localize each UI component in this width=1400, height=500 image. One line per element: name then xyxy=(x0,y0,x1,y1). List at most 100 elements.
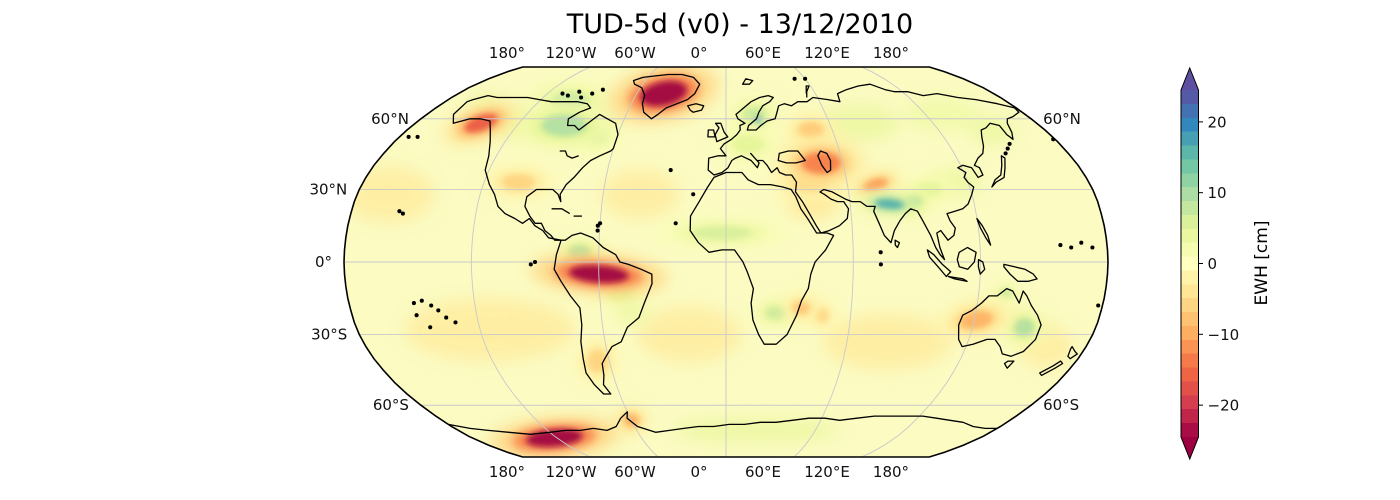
island-dot xyxy=(397,209,402,214)
meridian--60 xyxy=(598,66,659,458)
latitude-label-right: 60°S xyxy=(1043,396,1079,414)
longitude-label-top: 60°E xyxy=(745,44,781,62)
coastline-eurasia xyxy=(707,83,1020,261)
anomaly-baltic-spot xyxy=(753,113,764,127)
anomaly-north-atlantic-ocean xyxy=(600,170,680,219)
longitude-label-top: 0° xyxy=(690,44,707,62)
anomaly-south-indian-ocean xyxy=(822,314,952,370)
colorbar-tick-label: −20 xyxy=(1208,397,1240,415)
longitude-label-bottom: 60°W xyxy=(614,463,656,481)
island-dot xyxy=(444,315,449,320)
anomaly-sahel-band xyxy=(653,218,790,248)
coastline-iceland xyxy=(687,103,705,113)
longitude-label-bottom: 0° xyxy=(690,463,707,481)
anomaly-mozambique xyxy=(781,292,821,323)
coastline-sulawesi xyxy=(977,258,986,275)
island-dot xyxy=(598,221,603,226)
longitude-label-bottom: 180° xyxy=(873,463,909,481)
longitude-label-bottom: 120°W xyxy=(546,463,597,481)
colorbar-tick-label: 10 xyxy=(1208,184,1227,202)
island-dot xyxy=(436,308,441,313)
coastline-great-lakes xyxy=(559,150,579,159)
longitude-label-bottom: 180° xyxy=(489,463,525,481)
coastline-philippines xyxy=(976,217,992,246)
coastline-africa xyxy=(689,171,835,345)
island-dot xyxy=(1005,146,1010,151)
latitude-label-left: 60°N xyxy=(371,110,409,128)
coastline-australia xyxy=(957,287,1042,357)
island-dot xyxy=(878,262,883,267)
longitude-label-top: 120°E xyxy=(804,44,850,62)
gridlines xyxy=(344,66,1108,458)
coastline-svalbard xyxy=(741,78,754,85)
colorbar: 20 10 0 −10 −20 xyxy=(1180,66,1240,461)
island-dot xyxy=(1096,303,1101,308)
map-boundary xyxy=(343,66,1109,458)
island-dot xyxy=(595,228,600,233)
coastline-antarctica xyxy=(448,411,997,435)
longitude-label-top: 180° xyxy=(489,44,525,62)
latitude-label-right: 60°N xyxy=(1043,110,1081,128)
latitude-label-left: 60°S xyxy=(373,396,409,414)
island-dot xyxy=(1003,151,1008,156)
island-dot xyxy=(419,298,424,303)
island-dot xyxy=(577,89,582,94)
latitude-label-left: 30°S xyxy=(311,326,347,344)
colorbar-tick-label: 20 xyxy=(1208,113,1227,131)
island-dot xyxy=(590,91,595,96)
coastline-ireland xyxy=(707,129,716,138)
meridian-60 xyxy=(793,66,854,458)
island-dot xyxy=(532,259,538,265)
coastline-new-zealand-south xyxy=(1039,360,1064,377)
latitude-label-left: 30°N xyxy=(309,180,347,198)
anomaly-australia-west xyxy=(938,299,1014,341)
coastline-britain xyxy=(714,122,729,143)
island-dot xyxy=(595,223,600,228)
coastline-caspian-sea xyxy=(817,150,832,174)
island-dot xyxy=(803,76,808,81)
island-dot xyxy=(414,313,419,318)
coastlines xyxy=(397,73,1101,435)
anomaly-hudson-bay-west xyxy=(512,100,617,151)
anomaly-argentina xyxy=(575,336,620,387)
island-dot xyxy=(415,134,420,139)
island-dot xyxy=(878,250,883,255)
island-dot xyxy=(528,262,533,267)
island-dot xyxy=(428,325,433,330)
island-dot xyxy=(579,95,584,100)
meridian-120 xyxy=(861,66,982,458)
island-dot xyxy=(400,211,405,216)
coastline-novaya-zemlya xyxy=(805,85,810,98)
coastline-japan xyxy=(991,155,1006,188)
longitude-label-top: 180° xyxy=(873,44,909,62)
coastline-borneo xyxy=(956,246,977,270)
coastline-greenland xyxy=(632,73,701,120)
anomaly-us-southwest xyxy=(481,164,556,200)
island-dot xyxy=(668,168,673,173)
island-dot xyxy=(1079,240,1084,245)
island-dot xyxy=(406,134,411,139)
colorbar-tick-label: 0 xyxy=(1208,255,1218,273)
longitude-label-top: 60°W xyxy=(614,44,656,62)
longitude-label-bottom: 60°E xyxy=(745,463,781,481)
colorbar-outline xyxy=(1180,66,1199,461)
anomaly-kamchatka-okhotsk xyxy=(969,116,1015,144)
anomaly-south-pacific-ocean xyxy=(405,298,576,361)
island-dot xyxy=(565,93,570,98)
latitude-label-left: 0° xyxy=(315,253,332,271)
colorbar-tick-label: −10 xyxy=(1208,326,1240,344)
anomaly-east-antarctica xyxy=(672,418,839,443)
island-dot xyxy=(673,221,678,226)
colorbar-arrow-down xyxy=(1181,437,1199,459)
island-dot xyxy=(691,192,696,197)
island-dot xyxy=(1069,245,1074,250)
coastline-black-sea xyxy=(777,150,806,164)
island-dot xyxy=(1007,141,1012,146)
meridian--120 xyxy=(470,66,591,458)
anomaly-north-india xyxy=(856,192,923,216)
coastline-java xyxy=(947,275,968,282)
coastline-new-zealand-north xyxy=(1067,345,1078,360)
island-dot xyxy=(429,303,434,308)
